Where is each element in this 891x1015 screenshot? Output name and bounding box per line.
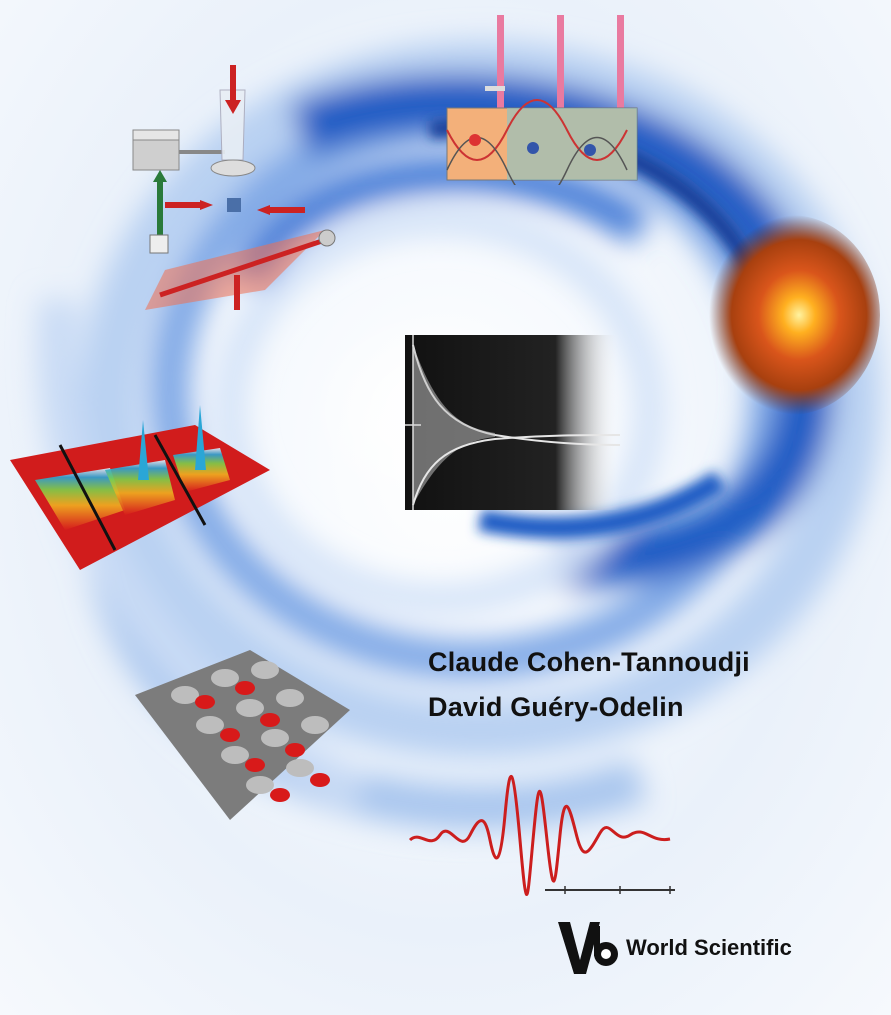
laser-trap-apparatus-illustration: [132, 65, 336, 310]
orange-atom-cloud-illustration: [700, 215, 880, 415]
world-scientific-logo-icon: [558, 922, 618, 974]
author-list: Claude Cohen-Tannoudji David Guéry-Odeli…: [428, 640, 750, 730]
author-name: David Guéry-Odelin: [428, 692, 684, 722]
optical-lattice-wells-illustration: [446, 15, 638, 185]
oscillation-signal-illustration: [408, 775, 675, 896]
publisher-name: World Scientific: [626, 935, 792, 960]
bec-density-peaks-illustration: [10, 405, 270, 570]
egg-crate-lattice-illustration: [135, 650, 350, 820]
decay-curve-plot-illustration: [405, 335, 620, 510]
publisher-logo: World Scientific: [556, 920, 792, 976]
author-name: Claude Cohen-Tannoudji: [428, 647, 750, 677]
